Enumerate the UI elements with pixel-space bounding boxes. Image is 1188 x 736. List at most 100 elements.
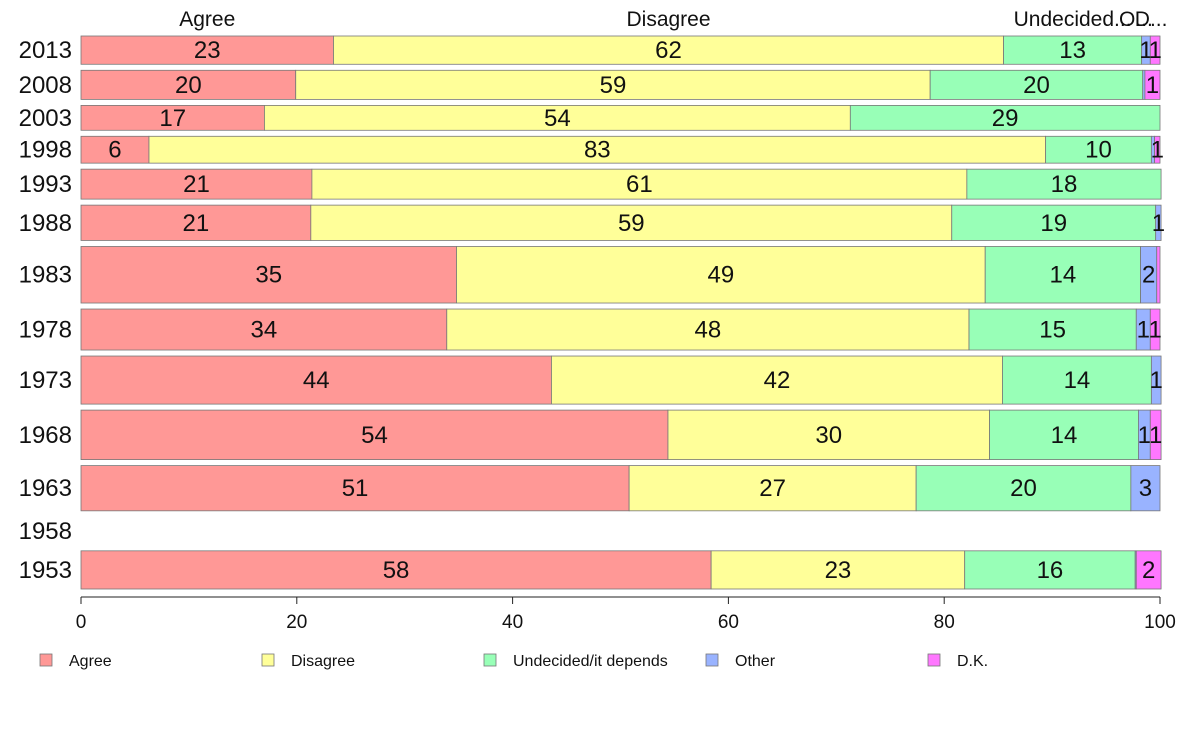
bar-2003-undecided-it-depends [849,105,1161,131]
data-label-2013-4: 1 [1148,37,1161,64]
data-label-2013-1: 62 [655,37,682,64]
top-label-3: O... [1119,8,1153,31]
bar-1988-agree [80,204,312,241]
data-label-1998-2: 10 [1085,137,1112,164]
data-label-1953-4: 2 [1142,557,1155,584]
data-label-2003-1: 54 [544,105,571,132]
bar-1963-other [1130,465,1161,512]
bar-1998-undecided-it-depends [1045,135,1152,164]
top-label-1: Disagree [626,8,710,31]
bar-1953-undecided-it-depends [964,550,1136,590]
data-label-1998-1: 83 [584,137,611,164]
bar-2013-disagree [333,35,1004,65]
bar-2003-disagree [264,105,851,131]
bar-1963-agree [80,465,630,512]
data-label-1988-1: 59 [618,210,645,237]
data-label-1968-0: 54 [361,422,388,449]
year-label-2013: 2013 [19,37,72,64]
legend-label-4: D.K. [957,653,988,670]
data-label-1963-1: 27 [759,475,786,502]
bar-2008-disagree [295,69,931,100]
data-label-2008-4: 1 [1146,72,1159,99]
data-label-2008-2: 20 [1023,72,1050,99]
bar-1968-d-k- [1149,409,1162,460]
year-label-1968: 1968 [19,422,72,449]
bar-1963-disagree [628,465,917,512]
bar-1998-disagree [148,135,1047,164]
data-label-2008-1: 59 [600,72,627,99]
x-tick-label-60: 60 [718,612,739,633]
x-tick-label-100: 100 [1144,612,1176,633]
x-tick-label-0: 0 [76,612,87,633]
bar-1998-d-k- [1154,135,1161,164]
bar-1993-undecided-it-depends [966,168,1162,200]
year-label-2008: 2008 [19,72,72,99]
bar-1973-undecided-it-depends [1002,355,1152,405]
data-label-1968-4: 1 [1149,422,1162,449]
top-label-2: Undecided... [1014,8,1132,31]
legend-swatch-3 [705,653,719,667]
bar-2013-d-k- [1149,35,1161,65]
data-label-2003-0: 17 [159,105,186,132]
bar-1978-disagree [446,308,970,351]
top-label-4: D... [1135,8,1168,31]
data-label-1983-2: 14 [1050,262,1077,289]
year-label-1958: 1958 [19,518,72,545]
data-label-1978-0: 34 [251,317,278,344]
data-label-1993-2: 18 [1051,171,1078,198]
data-label-1968-2: 14 [1051,422,1078,449]
data-label-1963-3: 3 [1139,475,1152,502]
year-label-2003: 2003 [19,105,72,132]
legend-label-2: Undecided/it depends [513,653,668,670]
bar-1973-other [1150,355,1162,405]
bar-1983-agree [80,246,457,304]
data-label-1963-2: 20 [1010,475,1037,502]
year-label-1973: 1973 [19,367,72,394]
data-label-1993-1: 61 [626,171,653,198]
legend-swatch-4 [927,653,941,667]
bar-1953-d-k- [1135,550,1162,590]
legend-label-0: Agree [69,653,112,670]
bar-1983-d-k- [1156,246,1161,304]
bar-1973-disagree [551,355,1003,405]
legend-swatch-2 [483,653,497,667]
data-label-1988-2: 19 [1040,210,1067,237]
year-labels: 2013 2008 2003 1998 1993 1988 1983 1978 1973 1968… [19,37,72,584]
data-label-1978-1: 48 [695,317,722,344]
year-label-1978: 1978 [19,317,72,344]
bar-1978-d-k- [1149,308,1161,351]
year-label-1988: 1988 [19,210,72,237]
data-label-1953-2: 16 [1037,557,1064,584]
data-label-1983-3: 2 [1142,262,1155,289]
legend-label-3: Other [735,653,776,670]
year-label-1993: 1993 [19,171,72,198]
bar-2008-undecided-it-depends [929,69,1144,100]
legend: Agree Disagree Undecided/it depends Other D.… [39,653,988,670]
data-label-1978-4: 1 [1148,317,1161,344]
data-label-1968-3: 1 [1138,422,1151,449]
x-tick-label-20: 20 [286,612,307,633]
data-label-1993-0: 21 [183,171,210,198]
bar-1998-agree [80,135,150,164]
top-category-labels: Agree Disagree Undecided...O...D... [179,8,1167,31]
year-label-1998: 1998 [19,137,72,164]
data-label-1983-0: 35 [255,262,282,289]
bar-1973-agree [80,355,552,405]
legend-swatch-0 [39,653,53,667]
data-label-2003-2: 29 [992,105,1019,132]
data-label-2013-0: 23 [194,37,221,64]
data-label-1983-1: 49 [707,262,734,289]
data-label-1973-0: 44 [303,367,330,394]
data-label-1968-1: 30 [815,422,842,449]
data-label-1978-2: 15 [1039,317,1066,344]
data-label-2008-0: 20 [175,72,202,99]
bar-1953-agree [80,550,712,590]
data-label-2013-2: 13 [1059,37,1086,64]
x-axis: 0 20 40 60 80 100 [76,596,1176,633]
bar-1988-other [1155,204,1162,241]
bar-1968-disagree [667,409,990,460]
data-label-1988-3: 1 [1152,210,1165,237]
data-label-1973-2: 14 [1064,367,1091,394]
